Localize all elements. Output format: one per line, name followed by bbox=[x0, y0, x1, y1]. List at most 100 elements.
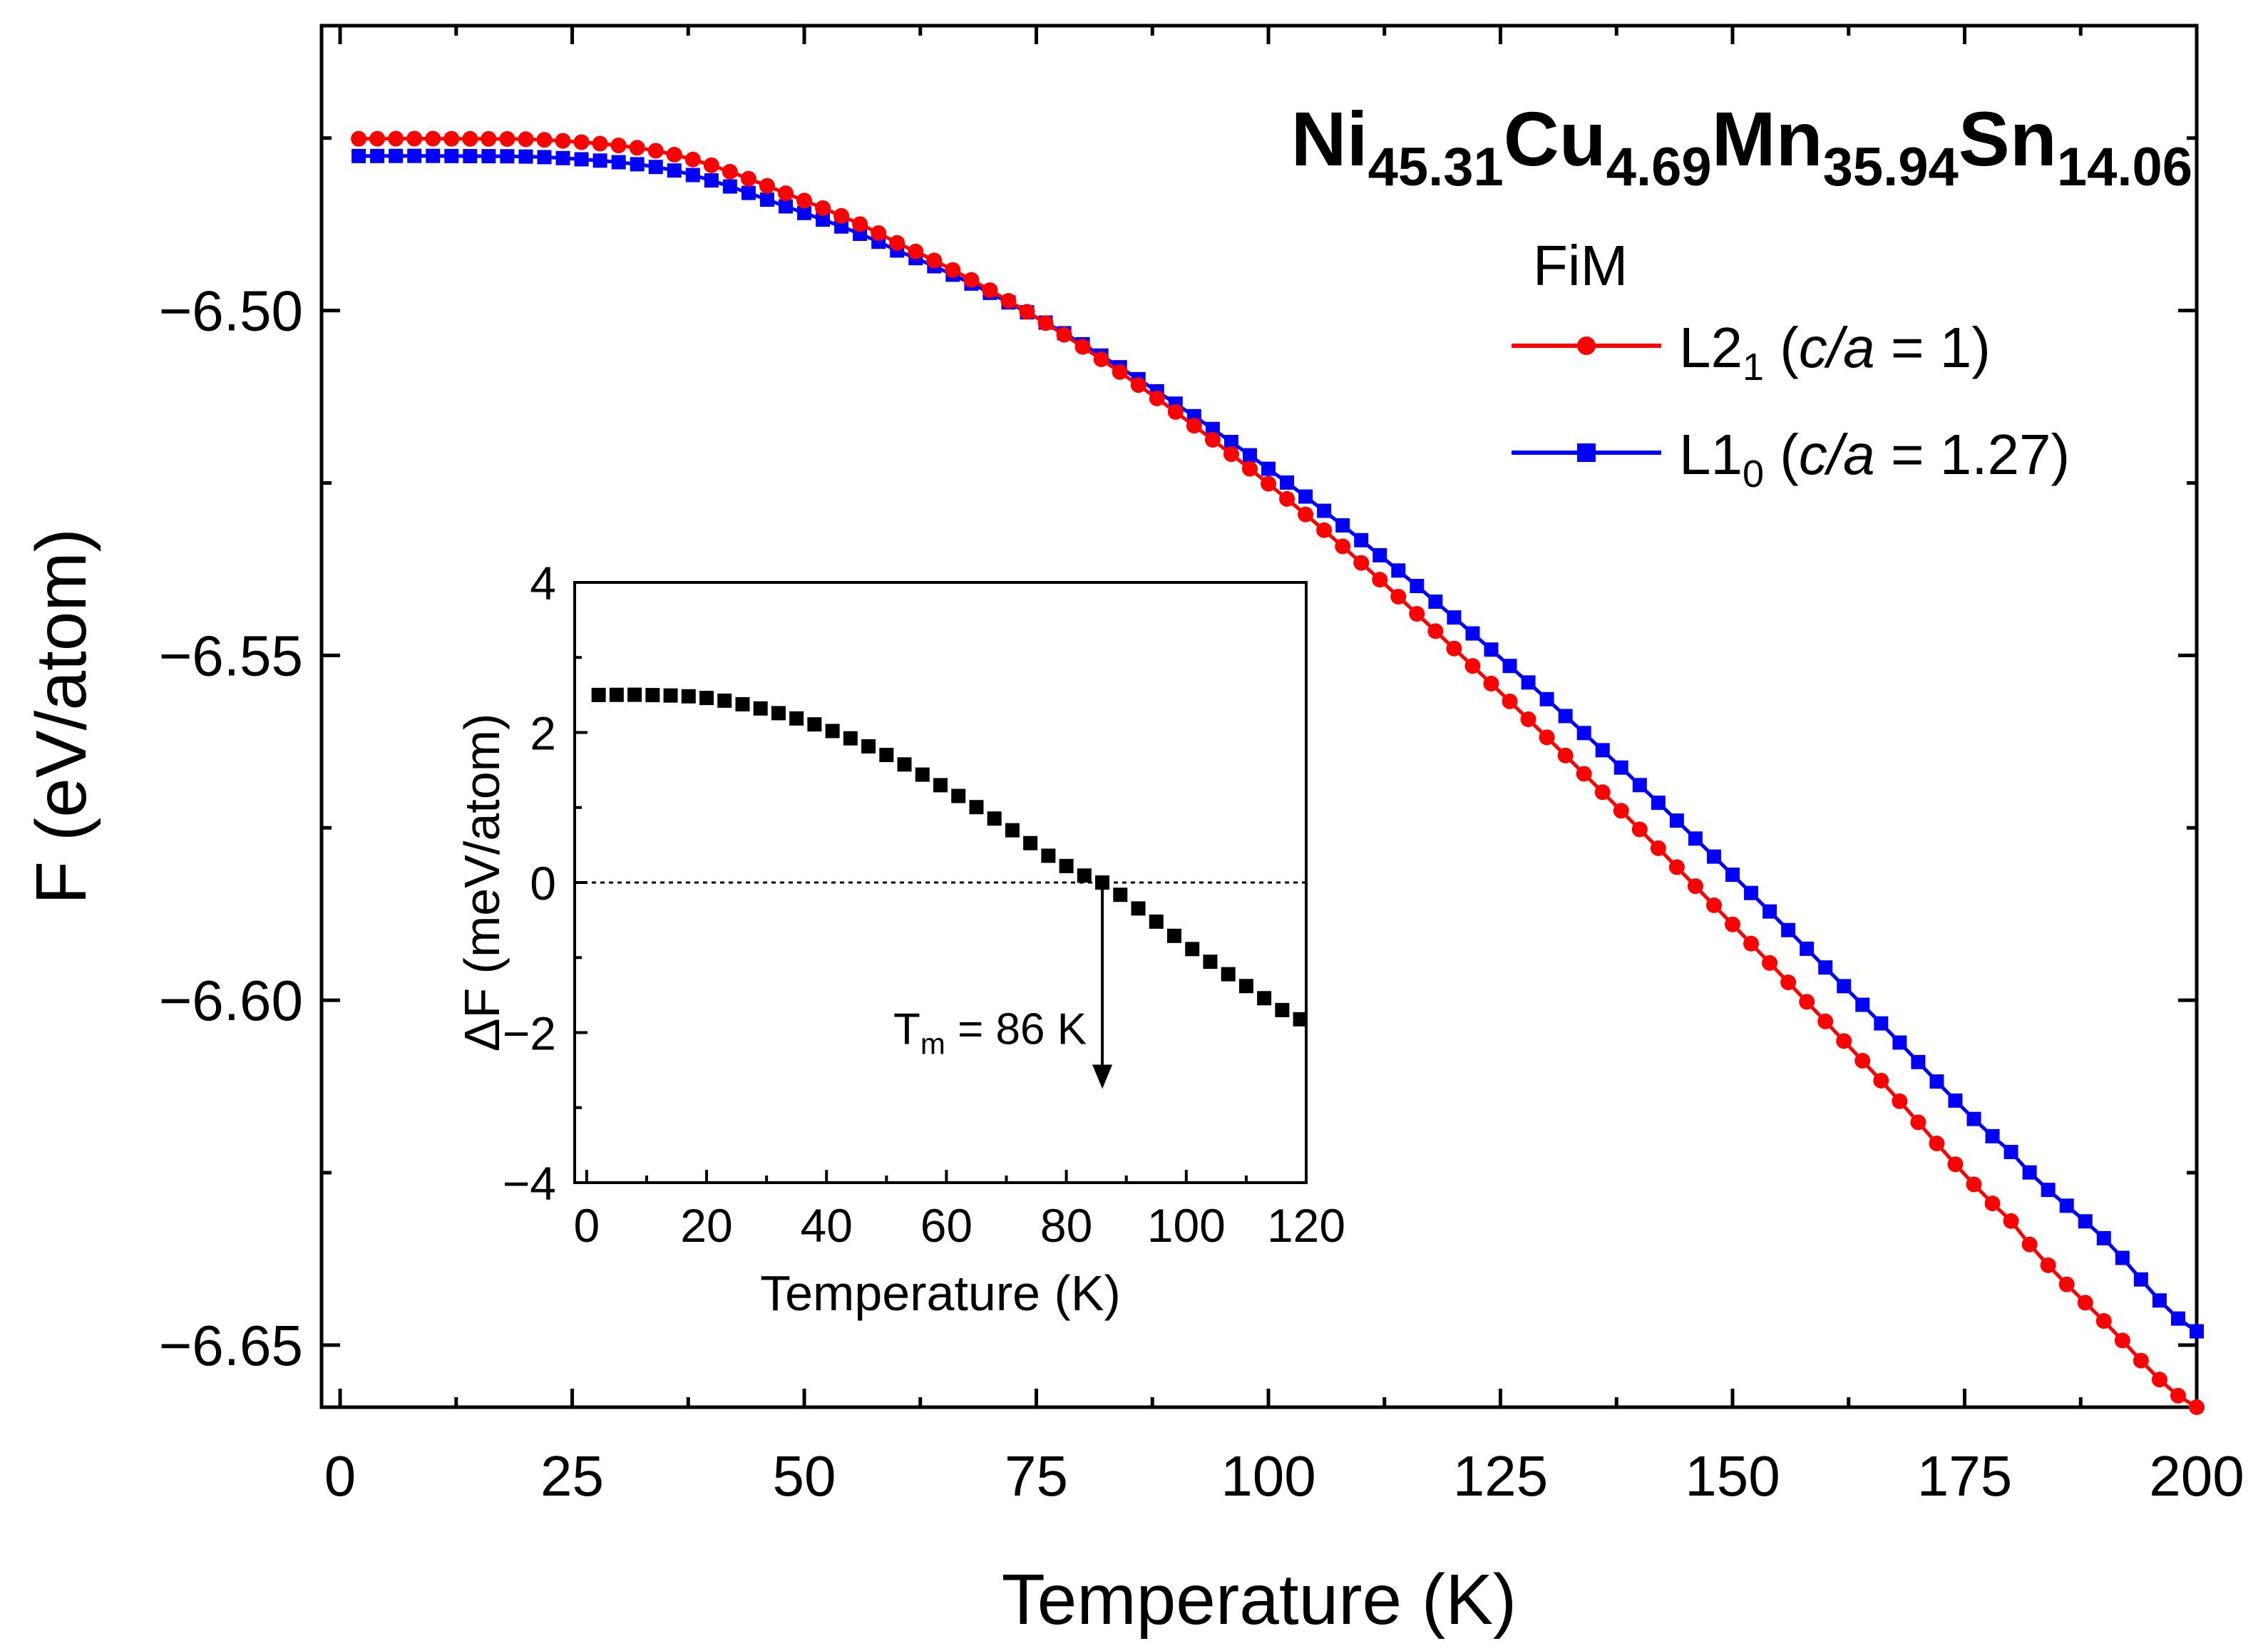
data-point bbox=[425, 130, 441, 147]
data-point bbox=[629, 140, 645, 156]
data-point bbox=[1651, 796, 1666, 811]
inset-data-point bbox=[915, 767, 930, 782]
data-point bbox=[463, 149, 478, 164]
data-point bbox=[592, 153, 607, 168]
data-point bbox=[1892, 1093, 1908, 1109]
main-y-axis-label: F (eV/atom) bbox=[21, 528, 101, 905]
inset-data-point bbox=[987, 811, 1002, 826]
data-point bbox=[1929, 1135, 1945, 1151]
legend-l21-val: = 1) bbox=[1875, 316, 1991, 379]
data-point bbox=[1817, 1013, 1834, 1029]
data-point bbox=[1261, 461, 1276, 476]
legend-l21-sub: 1 bbox=[1743, 346, 1764, 389]
inset-data-point bbox=[735, 696, 750, 711]
data-point bbox=[963, 272, 980, 288]
data-point bbox=[1447, 610, 1462, 625]
data-point bbox=[2151, 1372, 2167, 1388]
data-point bbox=[2170, 1311, 2185, 1326]
data-point bbox=[1484, 642, 1499, 657]
inset-data-point bbox=[699, 691, 714, 706]
data-point bbox=[684, 151, 701, 168]
inset-data-point bbox=[1185, 942, 1200, 957]
inset-data-point bbox=[933, 778, 948, 793]
title-el-1: Ni bbox=[1291, 96, 1368, 182]
inset-background bbox=[575, 582, 1306, 1183]
x-tick-label: 0 bbox=[324, 1444, 356, 1508]
data-point bbox=[1558, 709, 1573, 724]
data-point bbox=[2022, 1165, 2037, 1180]
y-tick-label: −6.65 bbox=[159, 1314, 303, 1377]
legend-l10-sub: 0 bbox=[1743, 453, 1764, 495]
data-point bbox=[1130, 377, 1146, 394]
y-tick-label: −6.60 bbox=[159, 969, 303, 1032]
data-point bbox=[982, 282, 998, 299]
data-point bbox=[1613, 760, 1628, 775]
data-point bbox=[426, 148, 441, 163]
data-point bbox=[722, 163, 738, 180]
inset-data-point bbox=[825, 724, 840, 739]
data-point bbox=[722, 179, 737, 194]
data-point bbox=[592, 135, 608, 152]
inset-data-point bbox=[645, 688, 660, 703]
data-point bbox=[797, 205, 812, 220]
inset-data-point bbox=[1257, 991, 1272, 1006]
data-point bbox=[406, 130, 423, 147]
data-point bbox=[573, 134, 590, 150]
data-point bbox=[2152, 1293, 2167, 1308]
x-tick-label: 125 bbox=[1453, 1444, 1548, 1508]
data-point bbox=[1706, 849, 1721, 864]
data-point bbox=[2059, 1198, 2074, 1213]
data-point bbox=[1483, 675, 1499, 691]
data-point bbox=[2190, 1324, 2204, 1339]
data-point bbox=[1112, 364, 1128, 380]
data-point bbox=[1465, 626, 1480, 641]
x-tick-label: 175 bbox=[1917, 1444, 2012, 1508]
inset-data-point bbox=[627, 687, 642, 702]
data-point bbox=[1984, 1195, 2001, 1212]
data-point bbox=[1576, 766, 1592, 782]
series-l21 bbox=[351, 130, 2205, 1415]
inset-y-tick-label: −2 bbox=[503, 1007, 556, 1060]
data-point bbox=[1205, 421, 1220, 436]
main-tick-labels: 0 25 50 75 100 125 150 175 200−6.50−6.55−6.60−6.… bbox=[159, 279, 2244, 1508]
data-point bbox=[1743, 935, 1760, 952]
data-point bbox=[1520, 711, 1536, 728]
data-point bbox=[574, 152, 589, 167]
data-point bbox=[443, 130, 460, 147]
data-point bbox=[1280, 475, 1295, 490]
title-el-3: Mn bbox=[1712, 96, 1823, 182]
data-point bbox=[2003, 1213, 2019, 1229]
inset-data-point bbox=[1238, 979, 1253, 994]
data-point bbox=[2170, 1387, 2186, 1404]
data-point bbox=[1688, 831, 1703, 846]
data-point bbox=[2114, 1332, 2130, 1349]
legend: FiM L21 (c/a = 1) L10 (c/a = 1.27) bbox=[1512, 234, 2070, 495]
x-tick-label: 200 bbox=[2149, 1444, 2244, 1508]
data-point bbox=[2077, 1295, 2093, 1311]
data-point bbox=[2095, 1313, 2112, 1329]
inset-data-point bbox=[1113, 888, 1128, 902]
data-point bbox=[1632, 778, 1647, 793]
data-point bbox=[1539, 729, 1555, 746]
data-point bbox=[1391, 563, 1406, 578]
legend-title: FiM bbox=[1533, 234, 1628, 297]
data-point bbox=[536, 132, 553, 148]
inset-data-point bbox=[1221, 967, 1236, 982]
data-point bbox=[444, 148, 459, 163]
series-line bbox=[359, 154, 2198, 1333]
series-line bbox=[359, 137, 2198, 1409]
data-point bbox=[500, 149, 515, 164]
data-point bbox=[1854, 1052, 1871, 1069]
y-tick-label: −6.50 bbox=[159, 279, 303, 343]
data-point bbox=[833, 207, 850, 224]
legend-l10-ca: c/a bbox=[1799, 423, 1875, 486]
inset-data-point bbox=[879, 748, 894, 763]
legend-marker-l21 bbox=[1577, 336, 1596, 355]
data-point bbox=[518, 131, 534, 148]
inset-data-point bbox=[717, 693, 732, 708]
data-point bbox=[704, 173, 719, 188]
data-point bbox=[1781, 922, 1796, 937]
data-point bbox=[816, 212, 831, 227]
data-point bbox=[611, 155, 626, 170]
data-point bbox=[2133, 1352, 2149, 1369]
